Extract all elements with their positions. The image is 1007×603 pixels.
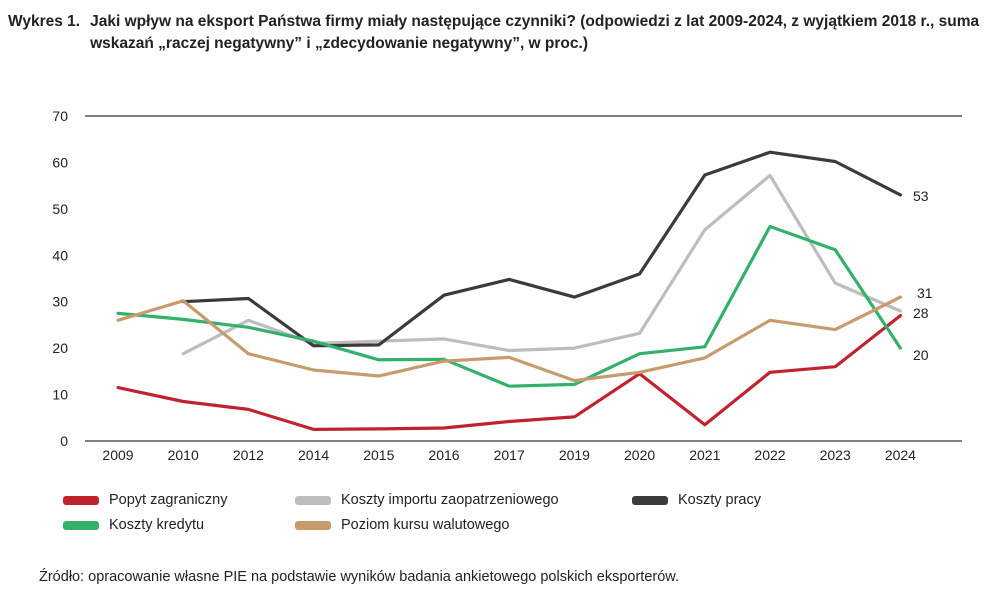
- x-tick-label: 2022: [754, 447, 785, 463]
- x-tick-label: 2015: [363, 447, 394, 463]
- series-line-koszty-importu-zaopatrzeniowego: [181, 173, 902, 356]
- legend-label: Koszty kredytu: [109, 517, 205, 533]
- x-tick-label: 2023: [820, 447, 851, 463]
- legend-swatch: [63, 520, 99, 530]
- legend-label: Poziom kursu walutowego: [341, 517, 510, 533]
- legend-item: Poziom kursu walutowego: [295, 517, 509, 533]
- legend-item: Koszty kredytu: [63, 517, 204, 533]
- y-tick-label: 10: [52, 387, 68, 403]
- series-line-popyt-zagraniczny: [116, 314, 902, 431]
- end-value-label: 31: [917, 285, 933, 301]
- x-tick-label: 2024: [885, 447, 916, 463]
- chart-title-number: Wykres 1.: [8, 13, 81, 30]
- x-tick-label: 2016: [428, 447, 459, 463]
- legend-swatch: [632, 495, 668, 505]
- x-tick-label: 2010: [168, 447, 199, 463]
- y-tick-label: 40: [52, 247, 68, 263]
- series-line-koszty-pracy: [181, 150, 902, 348]
- legend-label: Koszty importu zaopatrzeniowego: [341, 492, 559, 508]
- x-tick-label: 2020: [624, 447, 655, 463]
- y-tick-label: 20: [52, 340, 68, 356]
- legend-item: Koszty importu zaopatrzeniowego: [295, 492, 559, 508]
- source-note: Źródło: opracowanie własne PIE na podsta…: [39, 569, 679, 585]
- y-tick-label: 70: [52, 108, 68, 124]
- legend-swatch: [63, 495, 99, 505]
- x-tick-label: 2014: [298, 447, 329, 463]
- y-tick-label: 30: [52, 294, 68, 310]
- x-tick-label: 2019: [559, 447, 590, 463]
- y-tick-label: 50: [52, 201, 68, 217]
- x-tick-label: 2009: [102, 447, 133, 463]
- y-tick-label: 60: [52, 154, 68, 170]
- legend-label: Koszty pracy: [678, 492, 761, 508]
- x-tick-label: 2012: [233, 447, 264, 463]
- series-line-poziom-kursu-walutowego: [116, 295, 902, 383]
- legend-swatch: [295, 495, 331, 505]
- end-value-label: 53: [913, 188, 929, 204]
- legend-swatch: [295, 520, 331, 530]
- y-tick-label: 0: [60, 433, 68, 449]
- x-tick-label: 2021: [689, 447, 720, 463]
- chart-title-text: Jaki wpływ na eksport Państwa firmy miał…: [90, 13, 980, 52]
- legend-label: Popyt zagraniczny: [109, 492, 228, 508]
- end-value-label: 28: [913, 305, 929, 321]
- chart-title: Wykres 1. Jaki wpływ na eksport Państwa …: [8, 11, 998, 55]
- legend-item: Koszty pracy: [632, 492, 761, 508]
- series-line-koszty-kredytu: [116, 224, 902, 388]
- end-value-label: 20: [913, 347, 929, 363]
- x-tick-label: 2017: [494, 447, 525, 463]
- legend-item: Popyt zagraniczny: [63, 492, 227, 508]
